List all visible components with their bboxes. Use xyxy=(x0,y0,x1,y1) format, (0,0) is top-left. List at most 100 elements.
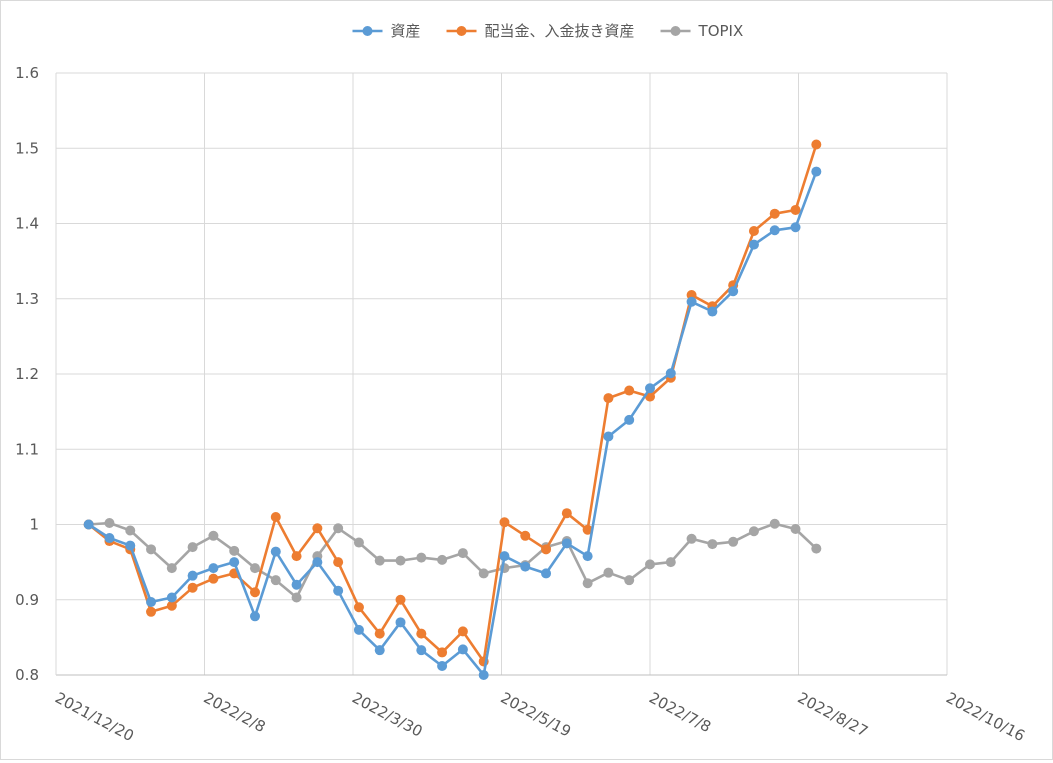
data-point xyxy=(457,644,468,655)
legend-marker-dot xyxy=(670,26,681,36)
data-point xyxy=(437,647,448,658)
data-point xyxy=(312,523,323,534)
data-point xyxy=(811,543,822,554)
x-tick-label: 2022/3/30 xyxy=(349,689,425,741)
y-tick-label: 0.8 xyxy=(15,666,39,684)
data-point xyxy=(249,611,260,622)
data-point xyxy=(499,551,510,562)
data-point xyxy=(291,579,302,590)
data-point xyxy=(728,536,739,547)
data-point xyxy=(645,383,655,394)
series-1 xyxy=(83,139,822,667)
y-tick-label: 1.2 xyxy=(15,365,39,383)
y-tick-label: 1.4 xyxy=(15,215,39,233)
data-point xyxy=(499,517,510,528)
data-point xyxy=(333,523,344,534)
data-point xyxy=(104,533,115,544)
x-tick-label: 2022/5/19 xyxy=(498,689,574,741)
data-point xyxy=(125,525,136,536)
legend-label: 資産 xyxy=(391,22,421,40)
data-point xyxy=(208,563,219,574)
x-tick-label: 2022/10/16 xyxy=(943,689,1028,745)
legend-marker-dot xyxy=(362,26,373,36)
data-point xyxy=(333,585,344,596)
data-point xyxy=(520,561,531,572)
data-point xyxy=(353,602,364,613)
data-point xyxy=(187,570,198,581)
data-point xyxy=(416,628,427,639)
data-point xyxy=(187,542,198,553)
data-point xyxy=(146,606,157,617)
data-point xyxy=(561,508,572,519)
series-line xyxy=(87,144,818,663)
legend-marker-dot xyxy=(456,26,467,36)
data-point xyxy=(437,554,448,565)
legend[interactable]: 資産 配当金、入金抜き資産 TOPIX xyxy=(352,22,744,40)
data-point xyxy=(125,540,136,551)
data-point xyxy=(582,578,593,589)
y-axis-tick-labels: 0.8 0.9 1 1.1 1.2 1.3 1.4 1.5 1.6 xyxy=(15,64,39,684)
data-point xyxy=(686,533,697,544)
data-point xyxy=(395,594,406,605)
data-point xyxy=(374,555,385,566)
series-layer xyxy=(83,139,822,680)
data-point xyxy=(208,530,219,541)
data-point xyxy=(624,575,635,586)
data-point xyxy=(353,624,364,635)
data-point xyxy=(353,537,364,548)
data-point xyxy=(457,548,468,559)
data-point xyxy=(166,600,177,611)
data-point xyxy=(603,431,614,442)
data-point xyxy=(187,582,198,593)
data-point xyxy=(83,519,94,530)
data-point xyxy=(166,563,177,574)
data-point xyxy=(333,557,344,568)
data-point xyxy=(249,587,260,598)
data-point xyxy=(104,517,115,528)
data-point xyxy=(416,552,427,563)
data-point xyxy=(707,539,718,550)
data-point xyxy=(437,660,448,671)
series-0 xyxy=(83,166,822,680)
data-point xyxy=(166,592,177,603)
data-point xyxy=(748,526,759,537)
axes xyxy=(55,73,947,676)
data-point xyxy=(395,555,406,566)
data-point xyxy=(208,573,219,584)
legend-label: 配当金、入金抜き資産 xyxy=(485,22,635,40)
data-point xyxy=(229,557,240,568)
data-point xyxy=(769,518,780,529)
data-point xyxy=(478,670,489,680)
data-point xyxy=(249,563,260,574)
data-point xyxy=(645,559,655,570)
data-point xyxy=(811,166,822,177)
data-point xyxy=(457,626,468,637)
data-point xyxy=(520,530,531,541)
data-point xyxy=(374,645,385,656)
data-point xyxy=(270,511,281,522)
x-tick-label: 2021/12/20 xyxy=(52,689,137,745)
data-point xyxy=(582,524,593,535)
data-point xyxy=(624,385,635,396)
data-point xyxy=(478,568,489,579)
data-point xyxy=(790,204,801,215)
data-point xyxy=(665,557,676,568)
data-point xyxy=(603,393,614,404)
legend-item[interactable]: 資産 xyxy=(352,22,421,40)
x-tick-label: 2022/2/8 xyxy=(201,689,269,737)
x-tick-label: 2022/8/27 xyxy=(795,689,871,741)
legend-label: TOPIX xyxy=(698,22,744,40)
data-point xyxy=(146,597,157,608)
data-point xyxy=(686,296,697,307)
data-point xyxy=(811,139,822,150)
data-point xyxy=(416,645,427,656)
legend-item[interactable]: 配当金、入金抜き資産 xyxy=(446,22,635,40)
data-point xyxy=(769,225,780,236)
data-point xyxy=(312,557,323,568)
data-point xyxy=(146,544,157,555)
data-point xyxy=(270,575,281,586)
data-point xyxy=(748,226,759,237)
legend-item[interactable]: TOPIX xyxy=(660,22,744,40)
